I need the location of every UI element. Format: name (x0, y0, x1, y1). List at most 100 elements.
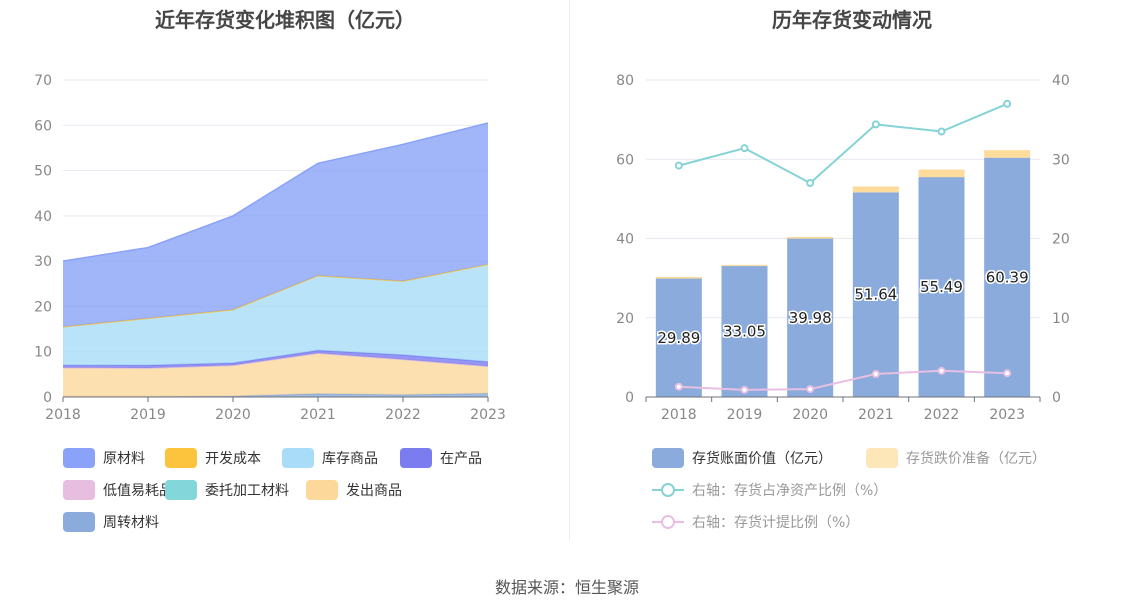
bar-book-value (721, 266, 768, 397)
legend-item-低值易耗品[interactable]: 低值易耗品 (63, 480, 173, 500)
left-y-tick-label: 70 (34, 73, 52, 89)
legend-item-存货跌价准备（亿元）[interactable]: 存货跌价准备（亿元） (866, 448, 1046, 468)
legend-swatch (63, 512, 95, 532)
left-y-tick-label: 30 (34, 254, 52, 270)
left-x-tick-label: 2022 (385, 407, 421, 423)
bar-book-value (984, 157, 1031, 397)
bar-book-value (852, 192, 899, 397)
legend-item-右轴：存货计提比例（%）[interactable]: 右轴：存货计提比例（%） (652, 512, 859, 532)
legend-swatch (63, 448, 95, 468)
right-x-tick-label: 2019 (727, 407, 763, 423)
bar-data-label: 60.39 (986, 268, 1029, 286)
line-point (871, 370, 880, 379)
area-series-edge-原材料 (62, 122, 489, 262)
right-axis-tick-label: 20 (1052, 232, 1070, 248)
legend-item-周转材料[interactable]: 周转材料 (63, 512, 159, 532)
right-x-tick-label: 2023 (989, 407, 1025, 423)
left-axis-tick-label: 40 (616, 232, 634, 248)
left-axis-tick-label: 60 (616, 152, 634, 168)
right-x-tick-label: 2020 (792, 407, 828, 423)
bar-book-value (655, 278, 702, 397)
legend-label: 右轴：存货计提比例（%） (692, 515, 860, 531)
left-y-tick-label: 0 (43, 390, 52, 406)
left-x-tick-label: 2021 (300, 407, 336, 423)
bar-data-label: 29.89 (657, 329, 700, 347)
legend-label: 发出商品 (346, 483, 402, 499)
legend-swatch (282, 448, 314, 468)
legend-item-在产品[interactable]: 在产品 (400, 448, 482, 468)
left-y-tick-label: 60 (34, 118, 52, 134)
right-x-tick-label: 2022 (924, 407, 960, 423)
bar-book-value (787, 238, 834, 397)
line-series-右轴：存货计提比例（%） (678, 369, 1008, 391)
legend-swatch (652, 480, 684, 500)
bar-data-label: 33.05 (723, 323, 766, 341)
legend-swatch (652, 512, 684, 532)
legend-label: 存货账面价值（亿元） (692, 451, 832, 467)
line-point (674, 382, 683, 391)
panel-divider (569, 0, 570, 540)
legend-label: 库存商品 (322, 451, 378, 467)
area-series-在产品 (63, 350, 488, 368)
left-y-tick-label: 40 (34, 209, 52, 225)
legend-swatch (652, 448, 684, 468)
bar-data-label: 39.98 (789, 309, 832, 327)
area-series-原材料 (63, 123, 488, 327)
legend-swatch (306, 480, 338, 500)
legend-swatch (165, 448, 197, 468)
left-x-tick-label: 2019 (130, 407, 166, 423)
bar-impairment-provision (787, 236, 834, 239)
line-point (937, 366, 946, 375)
left-y-tick-label: 50 (34, 164, 52, 180)
line-point (1003, 369, 1012, 378)
legend-item-开发成本[interactable]: 开发成本 (165, 448, 261, 468)
bar-impairment-provision (852, 186, 899, 193)
left-x-tick-label: 2018 (45, 407, 81, 423)
line-point (674, 161, 683, 170)
left-chart-title: 近年存货变化堆积图（亿元） (155, 8, 415, 32)
legend-item-发出商品[interactable]: 发出商品 (306, 480, 402, 500)
legend-label: 存货跌价准备（亿元） (906, 451, 1046, 467)
stacked-area-chart: 0 10 20 30 40 50 60 70 2018 2019 2020 2021 2022 2023 (34, 73, 506, 423)
legend-label: 低值易耗品 (103, 483, 173, 499)
legend-swatch (165, 480, 197, 500)
area-series-发出商品 (63, 353, 488, 397)
line-point (806, 385, 815, 394)
right-x-tick-label: 2021 (858, 407, 894, 423)
line-point (806, 179, 815, 188)
right-axis-tick-label: 0 (1052, 390, 1061, 406)
legend-item-原材料[interactable]: 原材料 (63, 448, 145, 468)
left-axis-tick-label: 0 (625, 390, 634, 406)
bar-impairment-provision (984, 150, 1031, 158)
line-series-右轴：存货占净资产比例（%） (678, 102, 1008, 185)
legend-label: 右轴：存货占净资产比例（%） (692, 483, 888, 499)
area-series-库存商品 (63, 264, 488, 366)
bar-data-label: 51.64 (854, 286, 897, 304)
bar-impairment-provision (721, 264, 768, 267)
left-axis-tick-label: 80 (616, 73, 634, 89)
legend-swatch (63, 480, 95, 500)
legend-label: 委托加工材料 (205, 483, 289, 499)
line-point (740, 385, 749, 394)
bar-line-chart: 0 20 40 60 80 0 10 20 30 40 29.89 33.05 39.98 51.64 55… (616, 73, 1070, 423)
legend-item-委托加工材料[interactable]: 委托加工材料 (165, 480, 289, 500)
legend-item-存货账面价值（亿元）[interactable]: 存货账面价值（亿元） (652, 448, 832, 468)
line-point (1003, 99, 1012, 108)
bar-impairment-provision (918, 169, 965, 178)
line-point (740, 144, 749, 153)
legend-item-右轴：存货占净资产比例（%）[interactable]: 右轴：存货占净资产比例（%） (652, 480, 887, 500)
left-y-tick-label: 10 (34, 345, 52, 361)
data-source-note: 数据来源：恒生聚源 (494, 578, 639, 597)
bar-book-value (918, 177, 965, 397)
left-x-tick-label: 2023 (470, 407, 506, 423)
line-point (871, 120, 880, 129)
right-x-tick-label: 2018 (661, 407, 697, 423)
legend-label: 原材料 (103, 451, 145, 467)
line-point (937, 127, 946, 136)
bar-data-label: 55.49 (920, 278, 963, 296)
right-axis-tick-label: 40 (1052, 73, 1070, 89)
legend-label: 周转材料 (103, 515, 159, 531)
legend-item-库存商品[interactable]: 库存商品 (282, 448, 378, 468)
left-y-tick-label: 20 (34, 299, 52, 315)
legend-swatch (866, 448, 898, 468)
